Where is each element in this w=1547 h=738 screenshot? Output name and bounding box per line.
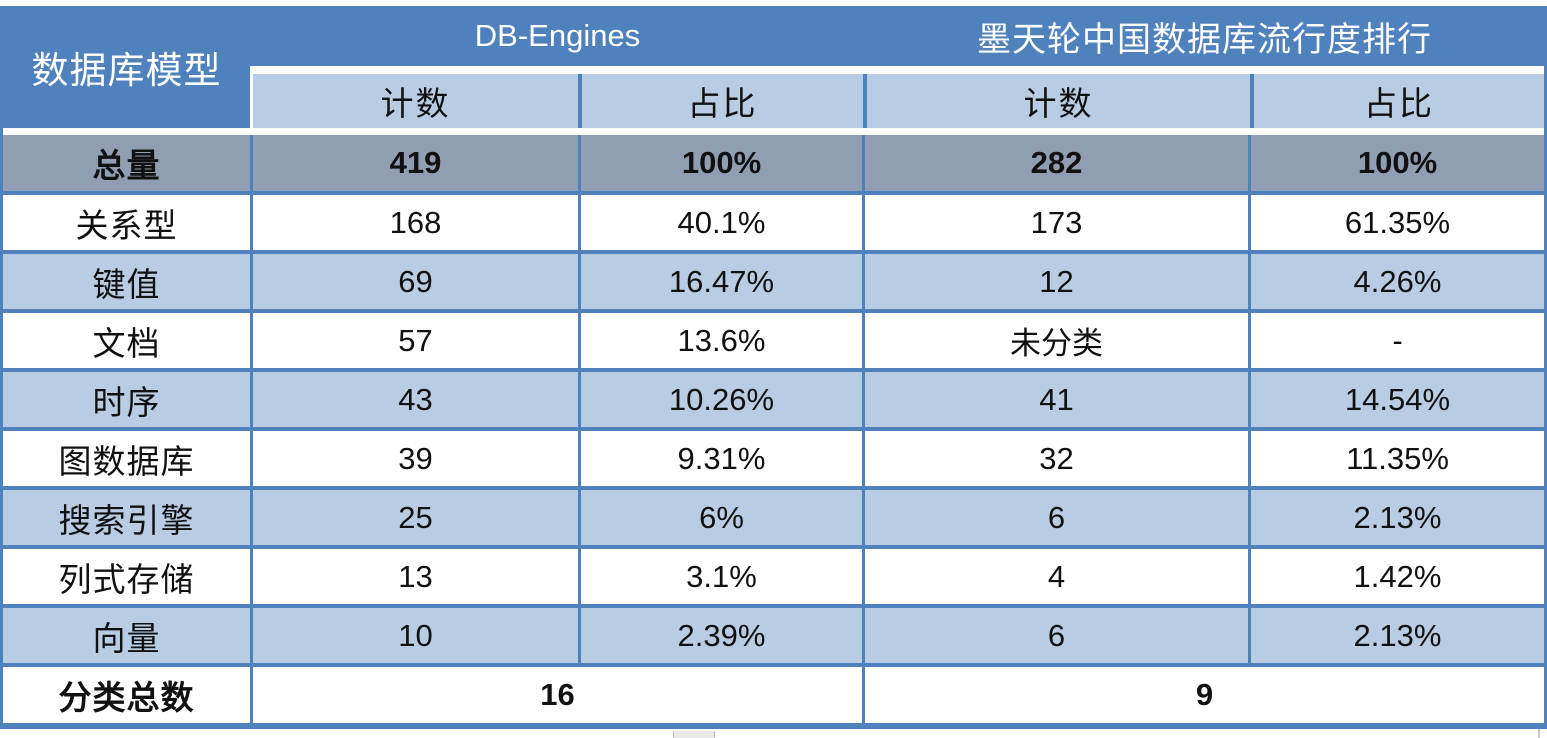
db-share-value: 6% [581,490,862,545]
row-divider [3,368,1544,372]
db-count-value: 25 [253,490,578,545]
row-label: 时序 [3,372,250,427]
mtl-count-value: 32 [865,431,1248,486]
mtl-share-value: 2.13% [1251,608,1544,663]
db-count-value: 419 [253,135,578,191]
mtl-count-value: 41 [865,372,1248,427]
col-header-db-share: 占比 [582,74,863,128]
row-divider [3,250,1544,254]
db-share-value: 13.6% [581,313,862,368]
db-share-value: 16.47% [581,254,862,309]
table-row-relational: 关系型 168 40.1% 173 61.35% [3,195,1544,250]
group-header-db-engines: DB-Engines [474,18,641,53]
header-divider-gap [250,66,1544,74]
mtl-count-value: 4 [865,549,1248,604]
row-label: 总量 [3,135,250,191]
mtl-share-value: 100% [1251,135,1544,191]
db-count-value: 69 [253,254,578,309]
db-engines-category-total: 16 [253,667,862,723]
group-header-row: DB-Engines 墨天轮中国数据库流行度排行 [250,6,1544,66]
row-label: 键值 [3,254,250,309]
bottom-edge-artifact [673,731,715,738]
mtl-share-value: - [1251,313,1544,368]
row-divider [3,486,1544,490]
mtl-share-value: 1.42% [1251,549,1544,604]
table-bottom-border [3,723,1544,729]
mtl-count-value: 6 [865,608,1248,663]
row-divider [3,663,1544,667]
db-share-value: 2.39% [581,608,862,663]
db-share-value: 100% [581,135,862,191]
row-label: 列式存储 [3,549,250,604]
table-header: 数据库模型 DB-Engines 墨天轮中国数据库流行度排行 计数 占比 计数 … [3,6,1544,128]
mtl-count-value: 282 [865,135,1248,191]
col-header-mtl-count: 计数 [867,74,1250,128]
db-share-value: 3.1% [581,549,862,604]
row-label: 向量 [3,608,250,663]
db-share-value: 9.31% [581,431,862,486]
row-divider [3,427,1544,431]
db-count-value: 57 [253,313,578,368]
table-row-graph: 图数据库 39 9.31% 32 11.35% [3,431,1544,486]
db-count-value: 168 [253,195,578,250]
header-right-block: DB-Engines 墨天轮中国数据库流行度排行 计数 占比 计数 占比 [250,6,1544,128]
corner-header-label: 数据库模型 [31,51,222,92]
mtl-share-value: 61.35% [1251,195,1544,250]
sub-header-row: 计数 占比 计数 占比 [250,74,1544,128]
mtl-share-value: 14.54% [1251,372,1544,427]
table-row-total: 总量 419 100% 282 100% [3,135,1544,191]
db-count-value: 13 [253,549,578,604]
motianlun-category-total: 9 [865,667,1544,723]
table-row-search-engine: 搜索引擎 25 6% 6 2.13% [3,490,1544,545]
header-body-gap [3,128,1544,135]
db-count-value: 39 [253,431,578,486]
table-row-document: 文档 57 13.6% 未分类 - [3,313,1544,368]
table-row-category-totals: 分类总数 16 9 [3,667,1544,723]
table-row-vector: 向量 10 2.39% 6 2.13% [3,608,1544,663]
col-header-mtl-share: 占比 [1254,74,1544,128]
group-header-motianlun: 墨天轮中国数据库流行度排行 [977,21,1432,59]
table-row-key-value: 键值 69 16.47% 12 4.26% [3,254,1544,309]
corner-header-cell: 数据库模型 [3,6,250,128]
row-divider [3,191,1544,195]
mtl-count-value: 173 [865,195,1248,250]
mtl-count-value: 未分类 [865,313,1248,368]
row-label: 搜索引擎 [3,490,250,545]
row-label: 图数据库 [3,431,250,486]
row-label: 文档 [3,313,250,368]
mtl-share-value: 4.26% [1251,254,1544,309]
row-divider [3,309,1544,313]
mtl-count-value: 6 [865,490,1248,545]
row-label: 分类总数 [3,667,250,723]
table-row-columnar: 列式存储 13 3.1% 4 1.42% [3,549,1544,604]
bottom-right-artifact [1538,729,1540,738]
db-count-value: 43 [253,372,578,427]
row-label: 关系型 [3,195,250,250]
db-share-value: 10.26% [581,372,862,427]
mtl-share-value: 11.35% [1251,431,1544,486]
db-share-value: 40.1% [581,195,862,250]
db-count-value: 10 [253,608,578,663]
table-row-time-series: 时序 43 10.26% 41 14.54% [3,372,1544,427]
row-divider [3,545,1544,549]
mtl-count-value: 12 [865,254,1248,309]
comparison-table: 数据库模型 DB-Engines 墨天轮中国数据库流行度排行 计数 占比 计数 … [0,6,1547,729]
row-divider [3,604,1544,608]
col-header-db-count: 计数 [253,74,578,128]
mtl-share-value: 2.13% [1251,490,1544,545]
